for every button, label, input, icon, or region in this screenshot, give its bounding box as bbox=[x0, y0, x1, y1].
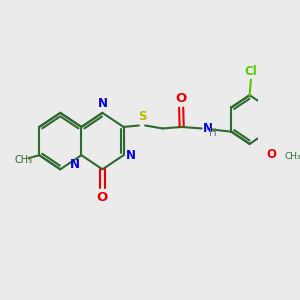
Text: CH₃: CH₃ bbox=[284, 152, 300, 161]
Text: O: O bbox=[267, 148, 277, 161]
Text: N: N bbox=[98, 98, 107, 110]
Text: O: O bbox=[97, 191, 108, 204]
Text: N: N bbox=[70, 158, 80, 171]
Text: N: N bbox=[203, 122, 213, 135]
Text: O: O bbox=[176, 92, 187, 105]
Text: Cl: Cl bbox=[244, 65, 257, 78]
Text: H: H bbox=[208, 128, 216, 138]
Text: CH₃: CH₃ bbox=[15, 155, 33, 165]
Text: N: N bbox=[126, 149, 136, 162]
Text: S: S bbox=[138, 110, 146, 123]
